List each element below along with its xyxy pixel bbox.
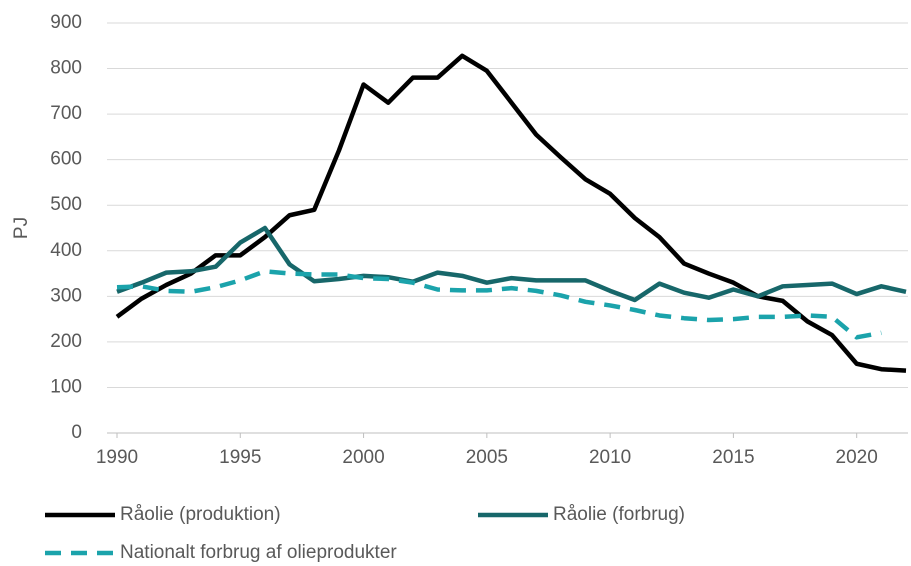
x-tick-label: 2005 [466,447,508,468]
x-tick-label: 1995 [219,447,261,468]
y-tick-label: 300 [50,285,82,306]
y-tick-label: 600 [50,149,82,170]
y-tick-label: 100 [50,376,82,397]
y-tick-label: 0 [71,422,82,443]
y-tick-label: 400 [50,240,82,261]
x-tick-label: 2010 [589,447,631,468]
x-tick-label: 2000 [342,447,384,468]
y-axis-label: PJ [11,217,32,239]
legend-label: Råolie (forbrug) [553,504,685,525]
legend-label: Nationalt forbrug af olieprodukter [120,542,397,563]
x-tick-label: 1990 [96,447,138,468]
y-tick-label: 800 [50,58,82,79]
series-line [115,53,907,373]
y-tick-label: 900 [50,12,82,33]
x-tick-label: 2015 [712,447,754,468]
series-line [116,225,907,303]
y-tick-label: 500 [50,194,82,215]
legend-label: Råolie (produktion) [120,504,281,525]
x-tick-label: 2020 [836,447,878,468]
y-tick-label: 200 [50,331,82,352]
y-tick-label: 700 [50,103,82,124]
